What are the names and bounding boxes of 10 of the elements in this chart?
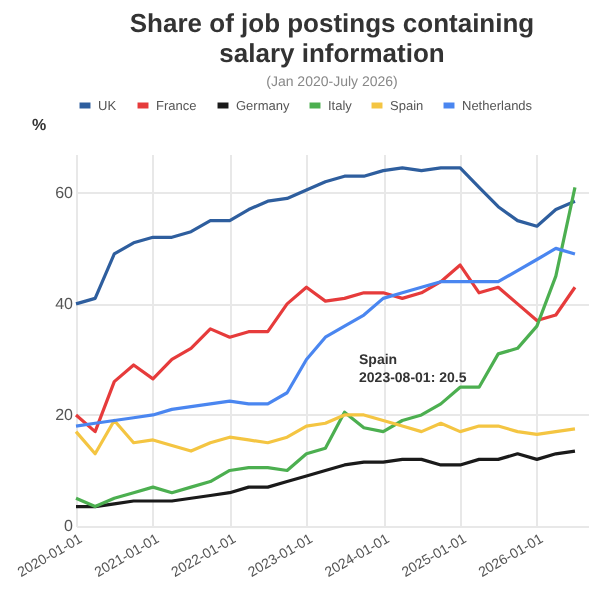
- y-tick-label: 40: [55, 294, 75, 313]
- line-series: [74, 166, 577, 306]
- line-series: [74, 413, 577, 456]
- y-tick-label: 0: [64, 517, 75, 535]
- line-series: [74, 449, 577, 509]
- y-tick-label: 60: [55, 183, 75, 202]
- y-axis-title: %: [32, 116, 47, 134]
- chart-title: Share of job postings containing salary information: [129, 8, 535, 68]
- y-tick-label: 20: [55, 405, 75, 424]
- line-series: [74, 185, 577, 509]
